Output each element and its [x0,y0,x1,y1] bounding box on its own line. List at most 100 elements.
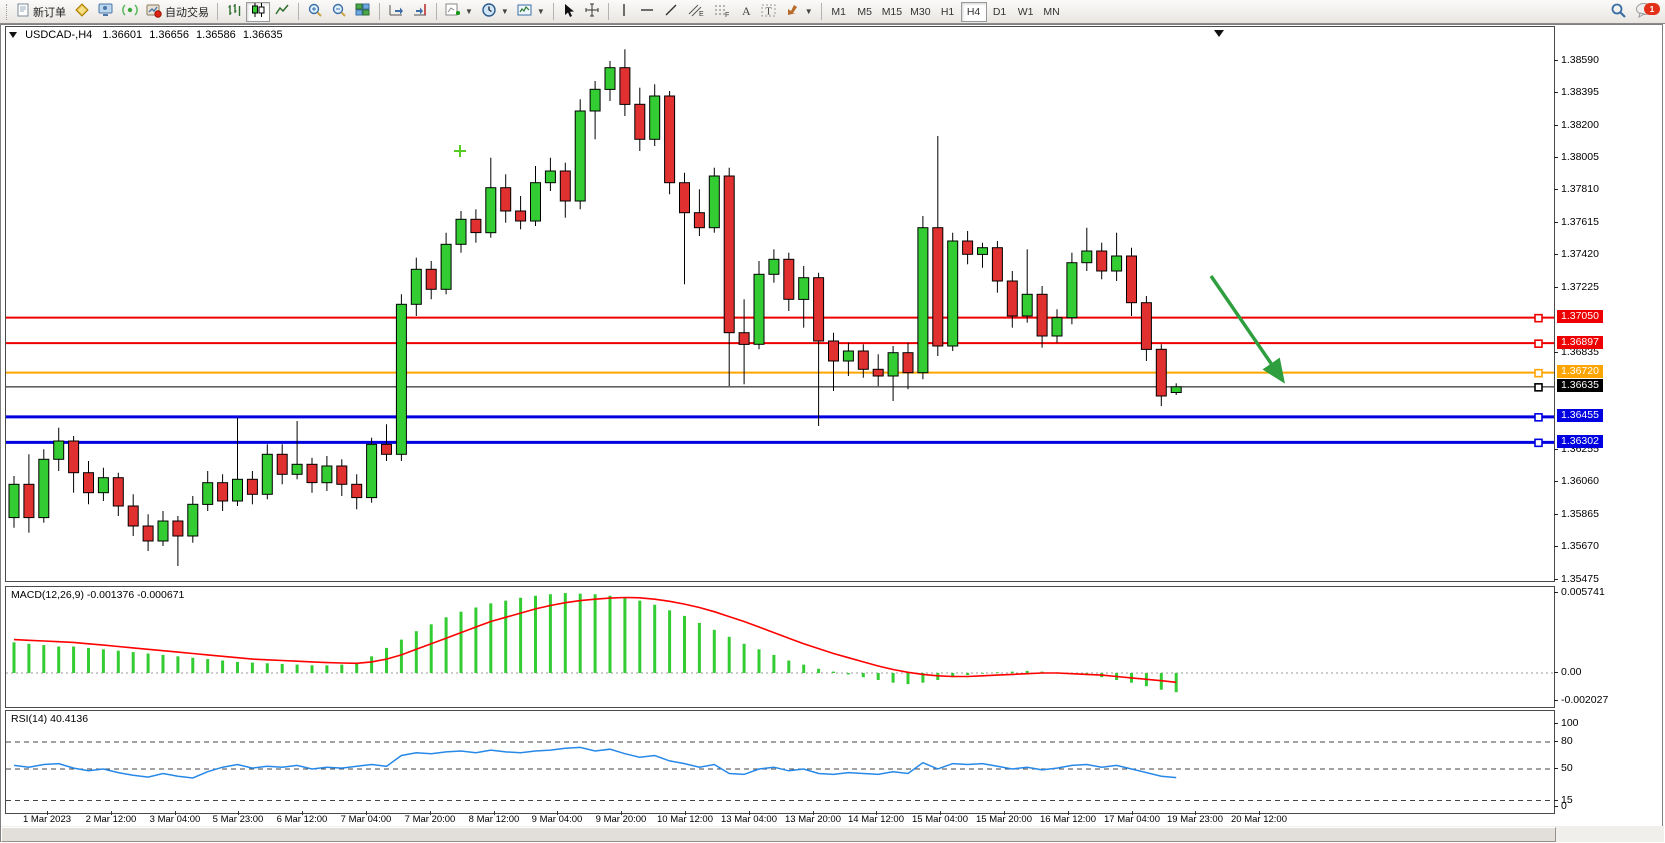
crosshair-button[interactable] [580,2,604,22]
hline-price-label: 1.36635 [1557,379,1603,392]
axis-price-label: 1.38590 [1561,54,1599,66]
time-axis-label: 14 Mar 12:00 [848,814,904,825]
tf-d1-button[interactable]: D1 [987,2,1013,22]
cursor-button[interactable] [558,2,580,22]
periods-button[interactable]: ▼ [477,2,513,22]
market-button[interactable] [70,2,94,22]
chart-line-mode-button[interactable] [270,2,294,22]
search-button[interactable] [1606,2,1631,22]
time-tick [111,811,112,815]
one-click-trading-toggle-icon[interactable] [9,32,17,38]
axis-tick [1554,287,1558,288]
indicators-button[interactable]: ▼ [441,2,477,22]
arrows-tool-button[interactable]: ▼ [781,2,817,22]
text-label-icon: T [761,3,777,21]
time-tick [621,811,622,815]
ohlc-low: 1.36586 [196,29,236,41]
signals-button[interactable] [118,2,142,22]
fibonacci-tool-button[interactable]: F [709,2,735,22]
rsi-layer [6,741,1554,801]
scrollbar-thumb[interactable] [1,827,1556,842]
axis-price-label: 1.37225 [1561,281,1599,293]
chart-title-row: USDCAD-,H4 1.36601 1.36656 1.36586 1.366… [9,29,283,41]
time-tick [302,811,303,815]
time-axis-label: 20 Mar 12:00 [1231,814,1287,825]
autotrade-label: 自动交易 [165,6,209,19]
macd-indicator-label: MACD(12,26,9) -0.001376 -0.000671 [11,589,185,601]
axis-price-label: 1.36060 [1561,475,1599,487]
profile-monitor-icon [98,2,114,21]
axis-price-label: 1.35475 [1561,573,1599,585]
macd-layer [6,593,1554,693]
time-tick [1068,811,1069,815]
tf-w1-button[interactable]: W1 [1013,2,1039,22]
text-label-tool-button[interactable]: T [757,2,781,22]
arrows-shapes-icon [785,2,801,21]
separator [379,3,380,20]
time-axis-label: 16 Mar 12:00 [1040,814,1096,825]
text-tool-button[interactable]: A [735,2,757,22]
time-axis-label: 8 Mar 12:00 [468,814,520,825]
macd-panel[interactable] [5,586,1555,708]
tf-m30-button[interactable]: M30 [906,2,934,22]
tf-h1-button[interactable]: H1 [935,2,961,22]
tf-m5-button[interactable]: M5 [852,2,878,22]
tile-windows-button[interactable] [351,2,375,22]
dropdown-caret: ▼ [804,7,813,16]
tf-m1-button[interactable]: M1 [826,2,852,22]
separator [552,3,554,20]
hline-price-label: 1.36302 [1557,435,1603,448]
time-axis[interactable]: 1 Mar 2023 2 Mar 12:00 3 Mar 04:00 5 Mar 23… [5,811,1553,826]
tf-m15-button[interactable]: M15 [878,2,906,22]
rsi-panel[interactable] [5,710,1555,814]
chart-bars-mode-button[interactable] [222,2,246,22]
horizontal-line-tool-button[interactable] [635,2,659,22]
vertical-line-tool-button[interactable] [613,2,635,22]
crosshair-icon [584,2,600,21]
axis-tick [1554,125,1558,126]
svg-text:E: E [699,11,704,18]
new-order-button[interactable]: 新订单 [12,2,70,22]
axis-tick [1554,768,1558,769]
time-tick [47,811,48,815]
rsi-axis-label: 80 [1561,735,1573,747]
toolbar-drag-handle[interactable] [6,3,9,20]
axis-price-label: 1.38005 [1561,151,1599,163]
chart-candles-mode-button[interactable] [246,1,270,22]
notifications-button[interactable]: 1 [1631,2,1660,22]
main-toolbar: 新订单 自动交易 [0,0,1665,24]
axis-tick [1554,800,1558,801]
axis-price-label: 1.35670 [1561,540,1599,552]
autotrade-icon [146,2,162,21]
candlestick-chart-icon [250,2,266,21]
price-axis[interactable]: 1.38590 1.38395 1.38200 1.38005 1.37810 1.376… [1554,26,1664,816]
axis-tick [1554,806,1558,807]
axis-tick [1554,449,1558,450]
trendline-tool-button[interactable] [659,2,683,22]
time-tick [749,811,750,815]
tile-windows-icon [355,2,371,21]
axis-tick [1554,60,1558,61]
horizontal-scrollbar[interactable] [1,826,1664,842]
rsi-axis-label: 15 [1561,794,1573,806]
equidistant-channel-tool-button[interactable]: E [683,2,709,22]
auto-scroll-icon [388,2,404,21]
zoom-out-button[interactable] [327,2,351,22]
time-tick [1132,811,1133,815]
tf-mn-button[interactable]: MN [1039,2,1065,22]
axis-tick [1554,723,1558,724]
zoom-in-button[interactable] [303,2,327,22]
axis-price-label: 1.37810 [1561,183,1599,195]
time-tick [940,811,941,815]
profile-button[interactable] [94,2,118,22]
axis-tick [1554,700,1558,701]
chart-shift-button[interactable] [408,2,432,22]
auto-scroll-button[interactable] [384,2,408,22]
axis-price-label: 1.37615 [1561,216,1599,228]
autotrade-button[interactable]: 自动交易 [142,2,213,22]
main-price-chart-panel[interactable] [5,26,1555,582]
tf-h4-button[interactable]: H4 [960,1,987,22]
time-axis-label: 7 Mar 04:00 [340,814,392,825]
templates-button[interactable]: ▼ [513,2,549,22]
fibonacci-icon: F [713,2,731,21]
